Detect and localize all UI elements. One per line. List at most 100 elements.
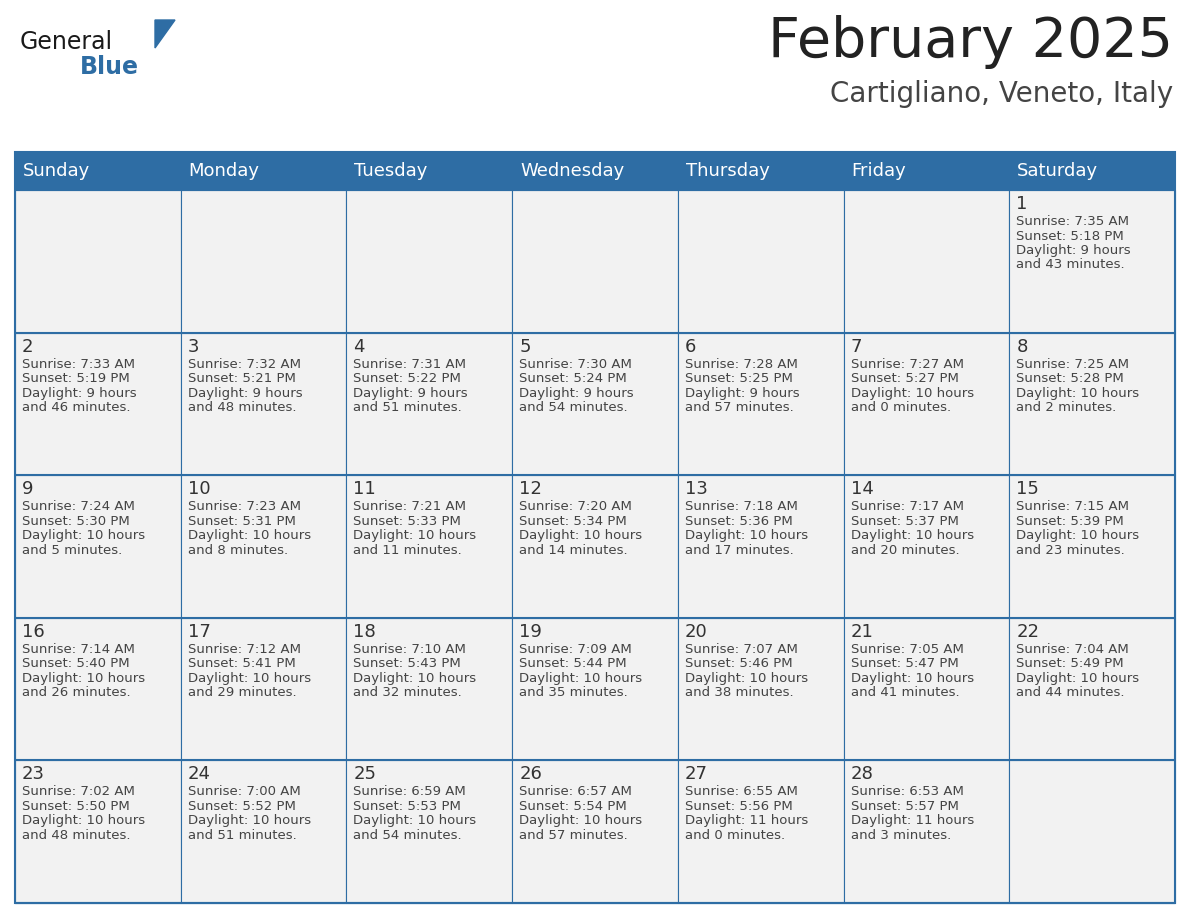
Text: Sunrise: 6:53 AM: Sunrise: 6:53 AM xyxy=(851,786,963,799)
Text: General: General xyxy=(20,30,113,54)
Text: Sunset: 5:40 PM: Sunset: 5:40 PM xyxy=(23,657,129,670)
Bar xyxy=(181,618,347,760)
Text: Daylight: 9 hours: Daylight: 9 hours xyxy=(519,386,633,399)
Text: Sunset: 5:39 PM: Sunset: 5:39 PM xyxy=(1016,515,1124,528)
Text: 17: 17 xyxy=(188,622,210,641)
Text: Daylight: 10 hours: Daylight: 10 hours xyxy=(188,672,311,685)
Text: Sunrise: 7:20 AM: Sunrise: 7:20 AM xyxy=(519,500,632,513)
Text: Daylight: 10 hours: Daylight: 10 hours xyxy=(188,529,311,543)
Text: and 51 minutes.: and 51 minutes. xyxy=(188,829,297,842)
Text: Daylight: 10 hours: Daylight: 10 hours xyxy=(1016,386,1139,399)
Bar xyxy=(1010,332,1175,476)
Bar xyxy=(678,476,843,618)
Text: Sunrise: 7:00 AM: Sunrise: 7:00 AM xyxy=(188,786,301,799)
Text: Sunrise: 7:18 AM: Sunrise: 7:18 AM xyxy=(684,500,797,513)
Text: Tuesday: Tuesday xyxy=(354,162,428,180)
Text: Sunset: 5:24 PM: Sunset: 5:24 PM xyxy=(519,372,627,385)
Text: 23: 23 xyxy=(23,766,45,783)
Text: 3: 3 xyxy=(188,338,200,355)
Text: Cartigliano, Veneto, Italy: Cartigliano, Veneto, Italy xyxy=(830,80,1173,108)
Text: and 54 minutes.: and 54 minutes. xyxy=(353,829,462,842)
Bar xyxy=(843,190,1010,332)
Text: Sunday: Sunday xyxy=(23,162,90,180)
Text: and 57 minutes.: and 57 minutes. xyxy=(684,401,794,414)
Text: and 0 minutes.: and 0 minutes. xyxy=(851,401,950,414)
Text: Sunset: 5:41 PM: Sunset: 5:41 PM xyxy=(188,657,296,670)
Bar xyxy=(347,760,512,903)
Text: Sunset: 5:27 PM: Sunset: 5:27 PM xyxy=(851,372,959,385)
Text: Thursday: Thursday xyxy=(685,162,770,180)
Text: Sunset: 5:37 PM: Sunset: 5:37 PM xyxy=(851,515,959,528)
Text: Daylight: 11 hours: Daylight: 11 hours xyxy=(684,814,808,827)
Text: Sunrise: 7:09 AM: Sunrise: 7:09 AM xyxy=(519,643,632,655)
Text: Daylight: 9 hours: Daylight: 9 hours xyxy=(353,386,468,399)
Text: 10: 10 xyxy=(188,480,210,498)
Text: Sunset: 5:18 PM: Sunset: 5:18 PM xyxy=(1016,230,1124,242)
Text: and 8 minutes.: and 8 minutes. xyxy=(188,543,287,556)
Bar xyxy=(347,190,512,332)
Text: Sunset: 5:43 PM: Sunset: 5:43 PM xyxy=(353,657,461,670)
Text: 11: 11 xyxy=(353,480,377,498)
Text: Daylight: 10 hours: Daylight: 10 hours xyxy=(23,672,145,685)
Bar xyxy=(512,332,678,476)
Bar xyxy=(181,476,347,618)
Text: 14: 14 xyxy=(851,480,873,498)
Text: 27: 27 xyxy=(684,766,708,783)
Bar xyxy=(15,152,1175,903)
Bar xyxy=(15,190,181,332)
Text: and 41 minutes.: and 41 minutes. xyxy=(851,687,959,700)
Text: and 23 minutes.: and 23 minutes. xyxy=(1016,543,1125,556)
Bar xyxy=(1010,476,1175,618)
Text: Sunset: 5:36 PM: Sunset: 5:36 PM xyxy=(684,515,792,528)
Text: Sunrise: 6:57 AM: Sunrise: 6:57 AM xyxy=(519,786,632,799)
Text: 24: 24 xyxy=(188,766,210,783)
Text: Sunrise: 6:55 AM: Sunrise: 6:55 AM xyxy=(684,786,797,799)
Text: Daylight: 10 hours: Daylight: 10 hours xyxy=(1016,672,1139,685)
Text: Sunset: 5:53 PM: Sunset: 5:53 PM xyxy=(353,800,461,813)
Bar xyxy=(1010,618,1175,760)
Text: Sunrise: 7:21 AM: Sunrise: 7:21 AM xyxy=(353,500,467,513)
Text: Daylight: 9 hours: Daylight: 9 hours xyxy=(1016,244,1131,257)
Text: and 51 minutes.: and 51 minutes. xyxy=(353,401,462,414)
Text: Monday: Monday xyxy=(189,162,260,180)
Bar xyxy=(512,760,678,903)
Text: Daylight: 10 hours: Daylight: 10 hours xyxy=(851,529,974,543)
Text: 9: 9 xyxy=(23,480,33,498)
Text: and 2 minutes.: and 2 minutes. xyxy=(1016,401,1117,414)
Text: Sunrise: 7:33 AM: Sunrise: 7:33 AM xyxy=(23,358,135,371)
Text: Sunset: 5:50 PM: Sunset: 5:50 PM xyxy=(23,800,129,813)
Text: February 2025: February 2025 xyxy=(767,15,1173,69)
Text: Sunrise: 7:12 AM: Sunrise: 7:12 AM xyxy=(188,643,301,655)
Text: Sunset: 5:21 PM: Sunset: 5:21 PM xyxy=(188,372,296,385)
Bar xyxy=(15,332,181,476)
Text: 7: 7 xyxy=(851,338,862,355)
Polygon shape xyxy=(154,20,175,48)
Text: Daylight: 11 hours: Daylight: 11 hours xyxy=(851,814,974,827)
Text: Sunset: 5:44 PM: Sunset: 5:44 PM xyxy=(519,657,627,670)
Text: Sunset: 5:54 PM: Sunset: 5:54 PM xyxy=(519,800,627,813)
Text: 12: 12 xyxy=(519,480,542,498)
Text: 16: 16 xyxy=(23,622,45,641)
Text: Sunrise: 7:07 AM: Sunrise: 7:07 AM xyxy=(684,643,797,655)
Text: 21: 21 xyxy=(851,622,873,641)
Text: 20: 20 xyxy=(684,622,708,641)
Text: and 0 minutes.: and 0 minutes. xyxy=(684,829,785,842)
Bar xyxy=(843,760,1010,903)
Text: Sunrise: 7:24 AM: Sunrise: 7:24 AM xyxy=(23,500,135,513)
Text: Sunrise: 7:17 AM: Sunrise: 7:17 AM xyxy=(851,500,963,513)
Text: 2: 2 xyxy=(23,338,33,355)
Text: and 5 minutes.: and 5 minutes. xyxy=(23,543,122,556)
Text: Daylight: 10 hours: Daylight: 10 hours xyxy=(353,529,476,543)
Text: 4: 4 xyxy=(353,338,365,355)
Bar xyxy=(843,332,1010,476)
Text: and 43 minutes.: and 43 minutes. xyxy=(1016,259,1125,272)
Text: Sunset: 5:31 PM: Sunset: 5:31 PM xyxy=(188,515,296,528)
Text: Sunrise: 7:25 AM: Sunrise: 7:25 AM xyxy=(1016,358,1130,371)
Text: Sunset: 5:19 PM: Sunset: 5:19 PM xyxy=(23,372,129,385)
Text: Blue: Blue xyxy=(80,55,139,79)
Text: Daylight: 10 hours: Daylight: 10 hours xyxy=(519,529,643,543)
Text: Sunset: 5:46 PM: Sunset: 5:46 PM xyxy=(684,657,792,670)
Text: 19: 19 xyxy=(519,622,542,641)
Text: and 48 minutes.: and 48 minutes. xyxy=(23,829,131,842)
Text: Sunrise: 7:05 AM: Sunrise: 7:05 AM xyxy=(851,643,963,655)
